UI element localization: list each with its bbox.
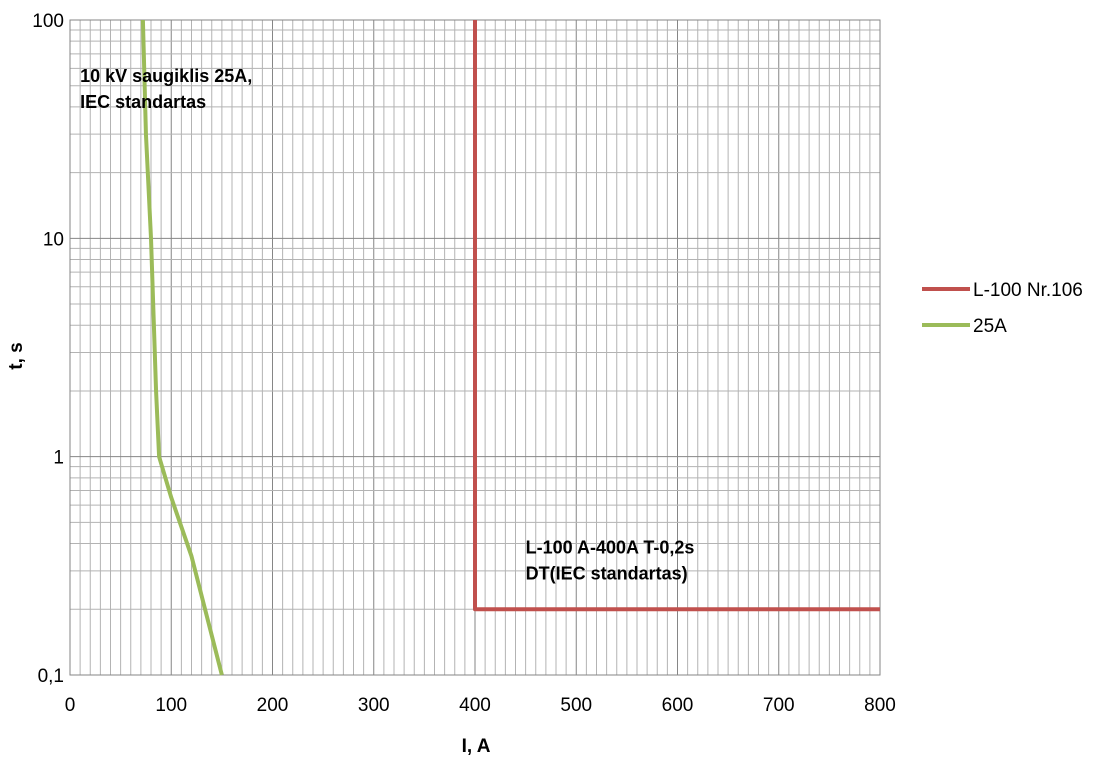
x-tick-label: 700 bbox=[763, 695, 795, 716]
x-axis-title: I, A bbox=[462, 736, 491, 757]
x-tick-label: 600 bbox=[662, 695, 694, 716]
legend-label: L-100 Nr.106 bbox=[973, 280, 1083, 301]
x-tick-label: 0 bbox=[65, 695, 76, 716]
legend-label: 25A bbox=[973, 316, 1007, 337]
y-tick-label: 100 bbox=[32, 11, 64, 32]
series-line-1 bbox=[473, 20, 880, 612]
x-tick-label: 200 bbox=[257, 695, 289, 716]
x-tick-label: 400 bbox=[459, 695, 491, 716]
series-line-2 bbox=[140, 19, 224, 676]
x-tick-label: 100 bbox=[155, 695, 187, 716]
x-tick-label: 800 bbox=[864, 695, 896, 716]
legend: L-100 Nr.106 25A bbox=[922, 280, 1083, 337]
tick-labels: 0 100 200 300 400 500 600 700 800 0,1 1 10 100 bbox=[32, 11, 896, 716]
x-tick-label: 500 bbox=[560, 695, 592, 716]
y-tick-label: 10 bbox=[43, 229, 64, 250]
annotations: 10 kV saugiklis 25A, IEC standartas L-100 … bbox=[80, 66, 694, 584]
x-tick-label: 300 bbox=[358, 695, 390, 716]
annotation-2: L-100 A-400A T-0,2s DT(IEC standartas) bbox=[526, 538, 695, 584]
y-tick-label: 1 bbox=[53, 448, 64, 469]
y-tick-label: 0,1 bbox=[38, 666, 64, 687]
series-layer bbox=[140, 19, 880, 676]
annotation-1: 10 kV saugiklis 25A, IEC standartas bbox=[80, 66, 252, 112]
y-axis-title: t, s bbox=[6, 342, 27, 369]
